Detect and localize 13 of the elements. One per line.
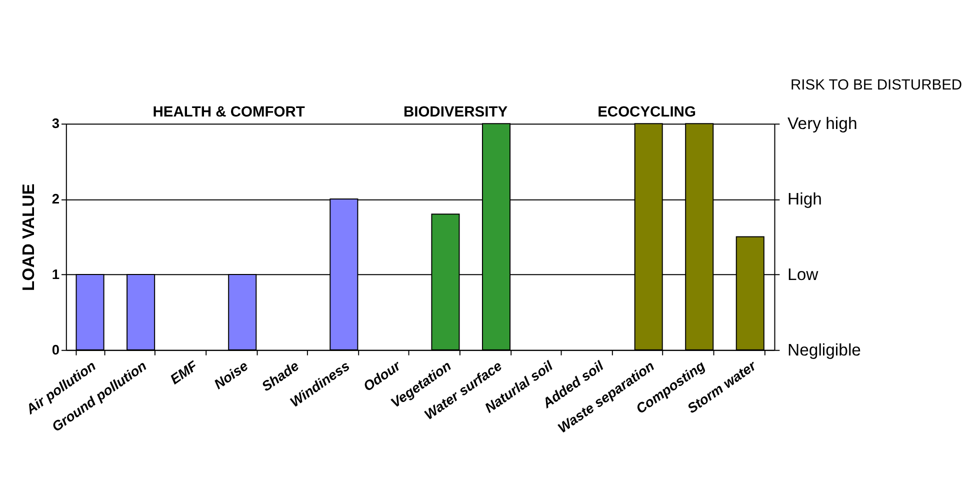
- text: HEALTH & COMFORT: [152, 104, 305, 121]
- text: Low: [788, 264, 820, 284]
- y2-axis-title: RISK TO BE DISTURBED: [790, 78, 962, 94]
- y-tick-label: 3: [52, 116, 60, 132]
- y-tick-label: 1: [52, 266, 60, 282]
- text: Very high: [788, 114, 858, 134]
- y-axis-title: LOAD VALUE: [19, 184, 38, 291]
- text: Negligible: [788, 340, 861, 360]
- text: ECOCYCLING: [598, 104, 696, 121]
- y-tick-label: 2: [52, 191, 60, 206]
- text: BIODIVERSITY: [403, 104, 508, 121]
- text: High: [788, 189, 822, 208]
- y-tick-label: 0: [52, 342, 60, 358]
